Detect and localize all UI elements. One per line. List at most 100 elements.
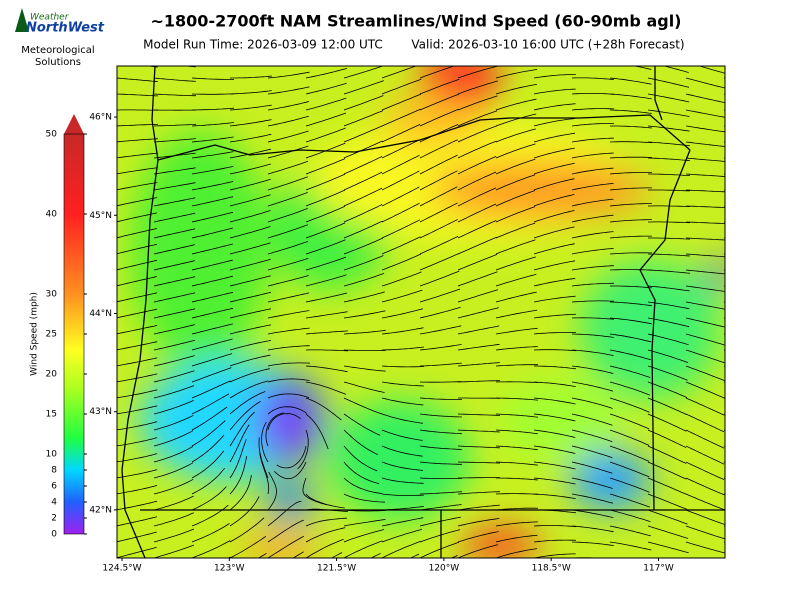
streamline bbox=[343, 237, 384, 255]
streamline bbox=[302, 477, 327, 506]
streamline bbox=[533, 243, 575, 255]
streamline bbox=[117, 276, 157, 287]
streamline bbox=[229, 411, 255, 447]
streamline bbox=[419, 219, 458, 239]
streamline bbox=[609, 445, 650, 462]
streamline bbox=[457, 140, 497, 159]
streamline bbox=[117, 292, 158, 303]
map-frame bbox=[116, 65, 726, 559]
streamline bbox=[154, 561, 194, 574]
streamline bbox=[153, 478, 194, 495]
streamline bbox=[533, 194, 575, 207]
streamline bbox=[609, 235, 652, 239]
streamline bbox=[457, 254, 498, 271]
streamline bbox=[495, 548, 537, 558]
streamline bbox=[419, 186, 458, 207]
streamline bbox=[457, 171, 497, 191]
streamline bbox=[686, 46, 726, 59]
streamline bbox=[457, 220, 497, 239]
streamline bbox=[117, 516, 158, 527]
streamline bbox=[685, 333, 725, 346]
streamline bbox=[723, 349, 725, 351]
logo-brand: NorthWest bbox=[26, 21, 105, 36]
streamline bbox=[381, 154, 420, 175]
streamline bbox=[609, 333, 652, 343]
streamline bbox=[343, 187, 383, 207]
streamline bbox=[723, 301, 725, 303]
streamline bbox=[191, 77, 234, 80]
streamline bbox=[533, 178, 575, 191]
streamline bbox=[533, 295, 576, 303]
streamline bbox=[495, 291, 537, 303]
streamline bbox=[685, 77, 725, 89]
streamline bbox=[610, 125, 652, 129]
streamline bbox=[153, 415, 194, 431]
streamline bbox=[381, 327, 424, 335]
streamline bbox=[305, 538, 344, 558]
streamline bbox=[419, 325, 462, 335]
colorbar-tick-label: 25 bbox=[46, 330, 57, 340]
streamline bbox=[495, 413, 538, 418]
streamline bbox=[571, 445, 613, 459]
streamline bbox=[632, 66, 652, 70]
colorbar-tick-label: 30 bbox=[46, 290, 58, 300]
streamline bbox=[572, 573, 614, 574]
streamline bbox=[267, 275, 309, 287]
streamline bbox=[258, 552, 267, 558]
streamline bbox=[685, 493, 725, 511]
streamline bbox=[495, 206, 536, 223]
streamline bbox=[229, 90, 272, 95]
streamline bbox=[457, 80, 499, 95]
streamline bbox=[495, 521, 538, 527]
streamline bbox=[457, 236, 497, 255]
streamline bbox=[723, 173, 725, 175]
streamline bbox=[191, 380, 231, 399]
streamline bbox=[572, 62, 614, 65]
streamline bbox=[267, 71, 310, 79]
streamline bbox=[571, 509, 614, 518]
streamline bbox=[685, 317, 725, 328]
y-tick-label: 46°N bbox=[89, 113, 112, 123]
streamline bbox=[153, 138, 196, 143]
streamline bbox=[267, 310, 310, 319]
streamline bbox=[343, 519, 386, 527]
streamline bbox=[495, 381, 539, 383]
streamline bbox=[571, 231, 614, 239]
streamline bbox=[571, 461, 613, 474]
streamline bbox=[648, 237, 691, 240]
streamline bbox=[267, 345, 310, 351]
streamline bbox=[571, 123, 614, 127]
streamline bbox=[457, 461, 501, 464]
streamline bbox=[305, 349, 349, 352]
streamline bbox=[419, 236, 459, 255]
streamline bbox=[153, 512, 194, 527]
streamline bbox=[495, 98, 537, 111]
streamline bbox=[191, 434, 225, 463]
streamline bbox=[457, 271, 498, 287]
streamline bbox=[230, 75, 272, 79]
streamline bbox=[343, 329, 386, 335]
coastline bbox=[121, 66, 159, 558]
streamline bbox=[647, 525, 689, 539]
streamline bbox=[647, 285, 690, 292]
streamline bbox=[229, 178, 271, 191]
streamline bbox=[457, 544, 498, 558]
streamline bbox=[419, 541, 460, 558]
streamline bbox=[331, 552, 343, 558]
streamline bbox=[724, 46, 764, 58]
streamline bbox=[267, 192, 308, 207]
streamline bbox=[229, 439, 247, 479]
streamline bbox=[647, 509, 688, 525]
streamline bbox=[192, 62, 234, 65]
streamline bbox=[533, 493, 576, 499]
streamline bbox=[305, 205, 346, 223]
streamline bbox=[343, 291, 385, 303]
streamline bbox=[457, 156, 497, 175]
streamline bbox=[191, 393, 230, 415]
streamline bbox=[191, 181, 234, 191]
streamline bbox=[267, 160, 309, 175]
streamline bbox=[723, 365, 725, 367]
field-blobs bbox=[130, 66, 725, 558]
streamline bbox=[533, 103, 576, 111]
streamline bbox=[419, 397, 462, 400]
